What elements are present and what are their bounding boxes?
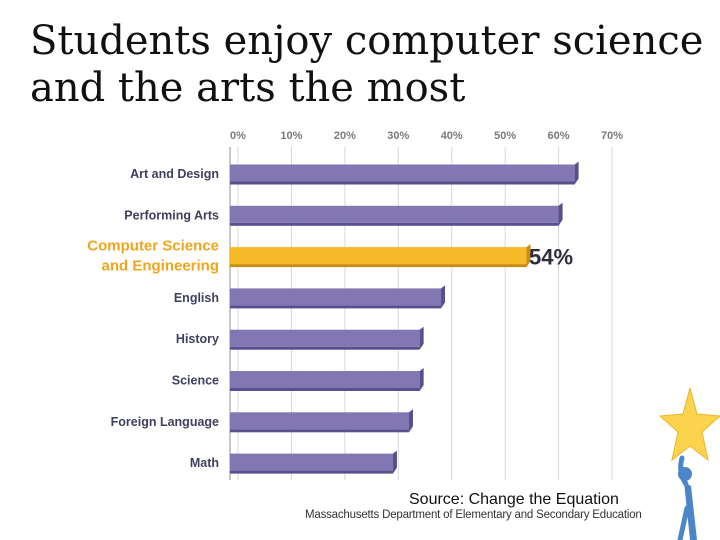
category-label: and Engineering (101, 258, 219, 275)
x-tick-label: 20% (334, 130, 356, 142)
bar-shadow (230, 305, 442, 309)
category-label: Math (190, 456, 219, 470)
bar (230, 247, 527, 265)
x-tick-label: 10% (280, 130, 302, 142)
slide-title: Students enjoy computer science and the … (30, 18, 704, 112)
attribution-text: Massachusetts Department of Elementary a… (305, 509, 642, 521)
bar-end-cap (392, 450, 397, 474)
category-label: Foreign Language (111, 415, 219, 429)
x-tick-label: 30% (387, 130, 409, 142)
x-tick-label: 60% (548, 130, 570, 142)
bar-shadow (230, 222, 559, 226)
bar-end-cap (419, 368, 424, 391)
bar-end-cap (441, 285, 446, 309)
star-icon (660, 388, 720, 462)
category-label: Computer Science (87, 238, 219, 255)
star-person-icon (660, 388, 720, 540)
bar (230, 288, 442, 306)
bar-shadow (230, 264, 527, 268)
bar-end-cap (419, 326, 424, 350)
bar (230, 164, 575, 182)
x-tick-label: 70% (601, 130, 623, 142)
bar-shadow (230, 181, 575, 185)
bar (230, 205, 559, 223)
category-label: Science (172, 374, 219, 388)
bar-end-cap (526, 244, 531, 268)
category-label: English (174, 291, 219, 305)
person-leg (677, 505, 690, 540)
bar (230, 453, 393, 471)
bar-end-cap (408, 409, 413, 433)
title-line-2: and the arts the most (30, 65, 466, 111)
bar (230, 371, 420, 388)
bar-shadow (230, 429, 409, 433)
bar-shadow (230, 346, 420, 350)
bar (230, 412, 409, 430)
category-label: History (176, 332, 219, 346)
bar-shadow (230, 470, 393, 474)
person-arm (678, 455, 689, 487)
x-tick-label: 50% (494, 130, 516, 142)
x-tick-label: 40% (441, 130, 463, 142)
category-label: Art and Design (130, 167, 219, 181)
source-text: Source: Change the Equation (409, 491, 619, 508)
highlight-value-label: 54% (529, 245, 573, 270)
bar-end-cap (574, 161, 579, 185)
bar-shadow (230, 388, 420, 391)
x-tick-label: 0% (230, 130, 246, 142)
title-line-1: Students enjoy computer science (30, 18, 704, 64)
person-body (684, 482, 697, 540)
bar (230, 329, 420, 347)
category-label: Performing Arts (124, 208, 219, 222)
bar-end-cap (558, 202, 563, 226)
